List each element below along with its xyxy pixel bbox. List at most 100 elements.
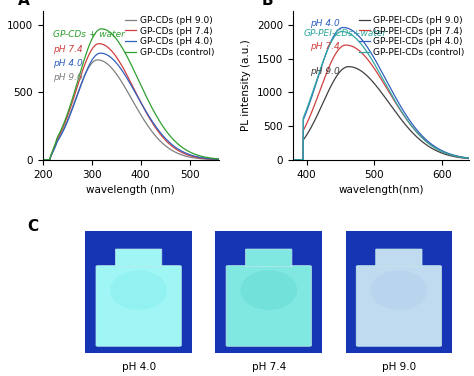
GP-CDs (pH 9.0) xyxy=(95,58,100,62)
Text: B: B xyxy=(261,0,273,8)
FancyBboxPatch shape xyxy=(226,265,311,346)
GP-PEI-CDs (control) xyxy=(358,41,364,45)
GP-PEI-CDs (control) xyxy=(444,151,450,156)
GP-CDs (control) xyxy=(213,156,219,161)
Text: pH 7.4: pH 7.4 xyxy=(252,362,286,372)
GP-CDs (pH 7.4) xyxy=(216,157,222,162)
GP-PEI-CDs (pH 7.4) xyxy=(290,158,296,162)
GP-PEI-CDs (pH 7.4) xyxy=(466,156,472,161)
Line: GP-PEI-CDs (pH 7.4): GP-PEI-CDs (pH 7.4) xyxy=(293,45,469,160)
FancyBboxPatch shape xyxy=(116,249,162,267)
GP-PEI-CDs (pH 7.4) xyxy=(463,156,469,160)
GP-CDs (control) xyxy=(99,27,104,31)
GP-PEI-CDs (control) xyxy=(339,29,345,34)
GP-PEI-CDs (pH 9.0) xyxy=(358,68,364,73)
GP-CDs (control) xyxy=(40,158,46,162)
Text: pH 4.0: pH 4.0 xyxy=(54,59,83,68)
Y-axis label: PL Intensity (a.u.): PL Intensity (a.u.) xyxy=(0,39,1,131)
Line: GP-CDs (pH 9.0): GP-CDs (pH 9.0) xyxy=(43,60,219,160)
Ellipse shape xyxy=(110,270,167,310)
GP-PEI-CDs (pH 7.4) xyxy=(444,151,450,156)
Text: GP-PEI-CDs+water: GP-PEI-CDs+water xyxy=(303,29,386,38)
GP-PEI-CDs (control) xyxy=(310,89,316,93)
GP-CDs (pH 4.0) xyxy=(213,157,219,161)
GP-CDs (pH 7.4) xyxy=(115,57,121,62)
GP-CDs (pH 4.0) xyxy=(70,105,76,109)
GP-CDs (pH 7.4) xyxy=(40,158,46,162)
FancyBboxPatch shape xyxy=(96,265,181,346)
GP-PEI-CDs (pH 9.0) xyxy=(466,156,472,161)
GP-PEI-CDs (pH 7.4) xyxy=(343,43,349,47)
FancyBboxPatch shape xyxy=(346,231,452,353)
GP-CDs (control) xyxy=(216,157,222,161)
GP-PEI-CDs (pH 9.0) xyxy=(444,153,450,157)
GP-PEI-CDs (pH 7.4) xyxy=(310,106,316,111)
GP-CDs (pH 7.4) xyxy=(194,155,200,159)
GP-CDs (pH 4.0) xyxy=(108,55,113,59)
Ellipse shape xyxy=(240,270,297,310)
GP-PEI-CDs (pH 9.0) xyxy=(290,158,296,162)
GP-PEI-CDs (pH 7.4) xyxy=(321,79,327,83)
Text: pH 4.0: pH 4.0 xyxy=(122,362,155,372)
GP-PEI-CDs (pH 4.0) xyxy=(365,46,371,51)
GP-CDs (control) xyxy=(194,153,200,157)
GP-PEI-CDs (control) xyxy=(321,58,327,62)
Text: pH 9.0: pH 9.0 xyxy=(382,362,416,372)
FancyBboxPatch shape xyxy=(356,265,442,346)
GP-PEI-CDs (control) xyxy=(466,156,472,161)
GP-CDs (control) xyxy=(60,124,65,128)
GP-PEI-CDs (pH 9.0) xyxy=(365,75,371,79)
Line: GP-PEI-CDs (control): GP-PEI-CDs (control) xyxy=(293,32,469,160)
Line: GP-PEI-CDs (pH 4.0): GP-PEI-CDs (pH 4.0) xyxy=(293,27,469,160)
GP-CDs (pH 4.0) xyxy=(40,158,46,162)
Line: GP-PEI-CDs (pH 9.0): GP-PEI-CDs (pH 9.0) xyxy=(293,67,469,160)
Line: GP-CDs (control): GP-CDs (control) xyxy=(43,29,219,160)
GP-CDs (pH 4.0) xyxy=(98,51,103,55)
Legend: GP-PEI-CDs (pH 9.0), GP-PEI-CDs (pH 7.4), GP-PEI-CDs (pH 4.0), GP-PEI-CDs (contr: GP-PEI-CDs (pH 9.0), GP-PEI-CDs (pH 7.4)… xyxy=(359,16,465,57)
GP-CDs (pH 9.0) xyxy=(216,157,222,162)
Text: pH 7.4: pH 7.4 xyxy=(310,42,340,51)
GP-CDs (pH 7.4) xyxy=(96,41,102,46)
FancyBboxPatch shape xyxy=(376,249,422,267)
GP-CDs (pH 7.4) xyxy=(60,126,65,130)
GP-PEI-CDs (control) xyxy=(290,158,296,162)
GP-PEI-CDs (pH 4.0) xyxy=(463,155,469,160)
GP-CDs (control) xyxy=(70,94,76,98)
GP-CDs (pH 4.0) xyxy=(194,155,200,159)
GP-PEI-CDs (pH 4.0) xyxy=(340,25,346,30)
GP-CDs (pH 4.0) xyxy=(115,63,121,67)
GP-PEI-CDs (pH 9.0) xyxy=(321,99,327,104)
X-axis label: wavelength(nm): wavelength(nm) xyxy=(338,185,424,195)
GP-CDs (pH 9.0) xyxy=(194,156,200,161)
GP-PEI-CDs (pH 4.0) xyxy=(310,91,316,95)
GP-CDs (control) xyxy=(115,39,121,43)
GP-PEI-CDs (control) xyxy=(463,156,469,160)
Text: pH 9.0: pH 9.0 xyxy=(310,67,340,76)
Legend: GP-CDs (pH 9.0), GP-CDs (pH 7.4), GP-CDs (pH 4.0), GP-CDs (control): GP-CDs (pH 9.0), GP-CDs (pH 7.4), GP-CDs… xyxy=(126,16,214,57)
GP-CDs (pH 9.0) xyxy=(108,64,113,69)
GP-CDs (pH 7.4) xyxy=(213,157,219,162)
FancyBboxPatch shape xyxy=(215,231,322,353)
GP-PEI-CDs (control) xyxy=(365,52,371,56)
GP-CDs (pH 9.0) xyxy=(40,158,46,162)
GP-PEI-CDs (pH 9.0) xyxy=(346,64,351,69)
Line: GP-CDs (pH 4.0): GP-CDs (pH 4.0) xyxy=(43,53,219,160)
GP-CDs (pH 7.4) xyxy=(70,97,76,102)
GP-CDs (pH 7.4) xyxy=(108,47,113,52)
GP-CDs (control) xyxy=(108,30,113,35)
Text: pH 9.0: pH 9.0 xyxy=(54,73,83,82)
GP-CDs (pH 9.0) xyxy=(70,103,76,108)
GP-PEI-CDs (pH 7.4) xyxy=(365,58,371,62)
GP-CDs (pH 9.0) xyxy=(115,74,121,79)
Text: pH 4.0: pH 4.0 xyxy=(310,19,340,28)
GP-PEI-CDs (pH 4.0) xyxy=(290,158,296,162)
GP-PEI-CDs (pH 4.0) xyxy=(444,151,450,155)
Line: GP-CDs (pH 7.4): GP-CDs (pH 7.4) xyxy=(43,44,219,160)
GP-PEI-CDs (pH 4.0) xyxy=(321,59,327,63)
Text: GP-CDs + water: GP-CDs + water xyxy=(54,30,125,39)
Y-axis label: PL intensity (a.u.): PL intensity (a.u.) xyxy=(241,39,251,131)
GP-CDs (pH 4.0) xyxy=(216,157,222,162)
Text: A: A xyxy=(18,0,30,8)
GP-PEI-CDs (pH 4.0) xyxy=(466,156,472,160)
GP-PEI-CDs (pH 9.0) xyxy=(310,121,316,126)
